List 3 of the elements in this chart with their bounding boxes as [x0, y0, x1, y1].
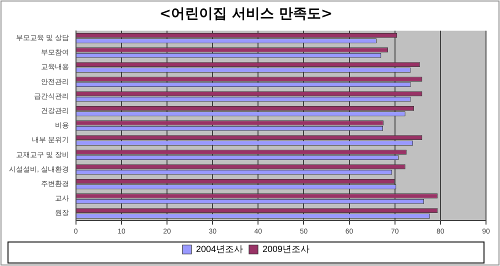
- chart-title: <어린이집 서비스 만족도>: [159, 6, 333, 22]
- legend-label: 2004년조사: [196, 244, 244, 254]
- legend-label: 2009년조사: [262, 244, 310, 254]
